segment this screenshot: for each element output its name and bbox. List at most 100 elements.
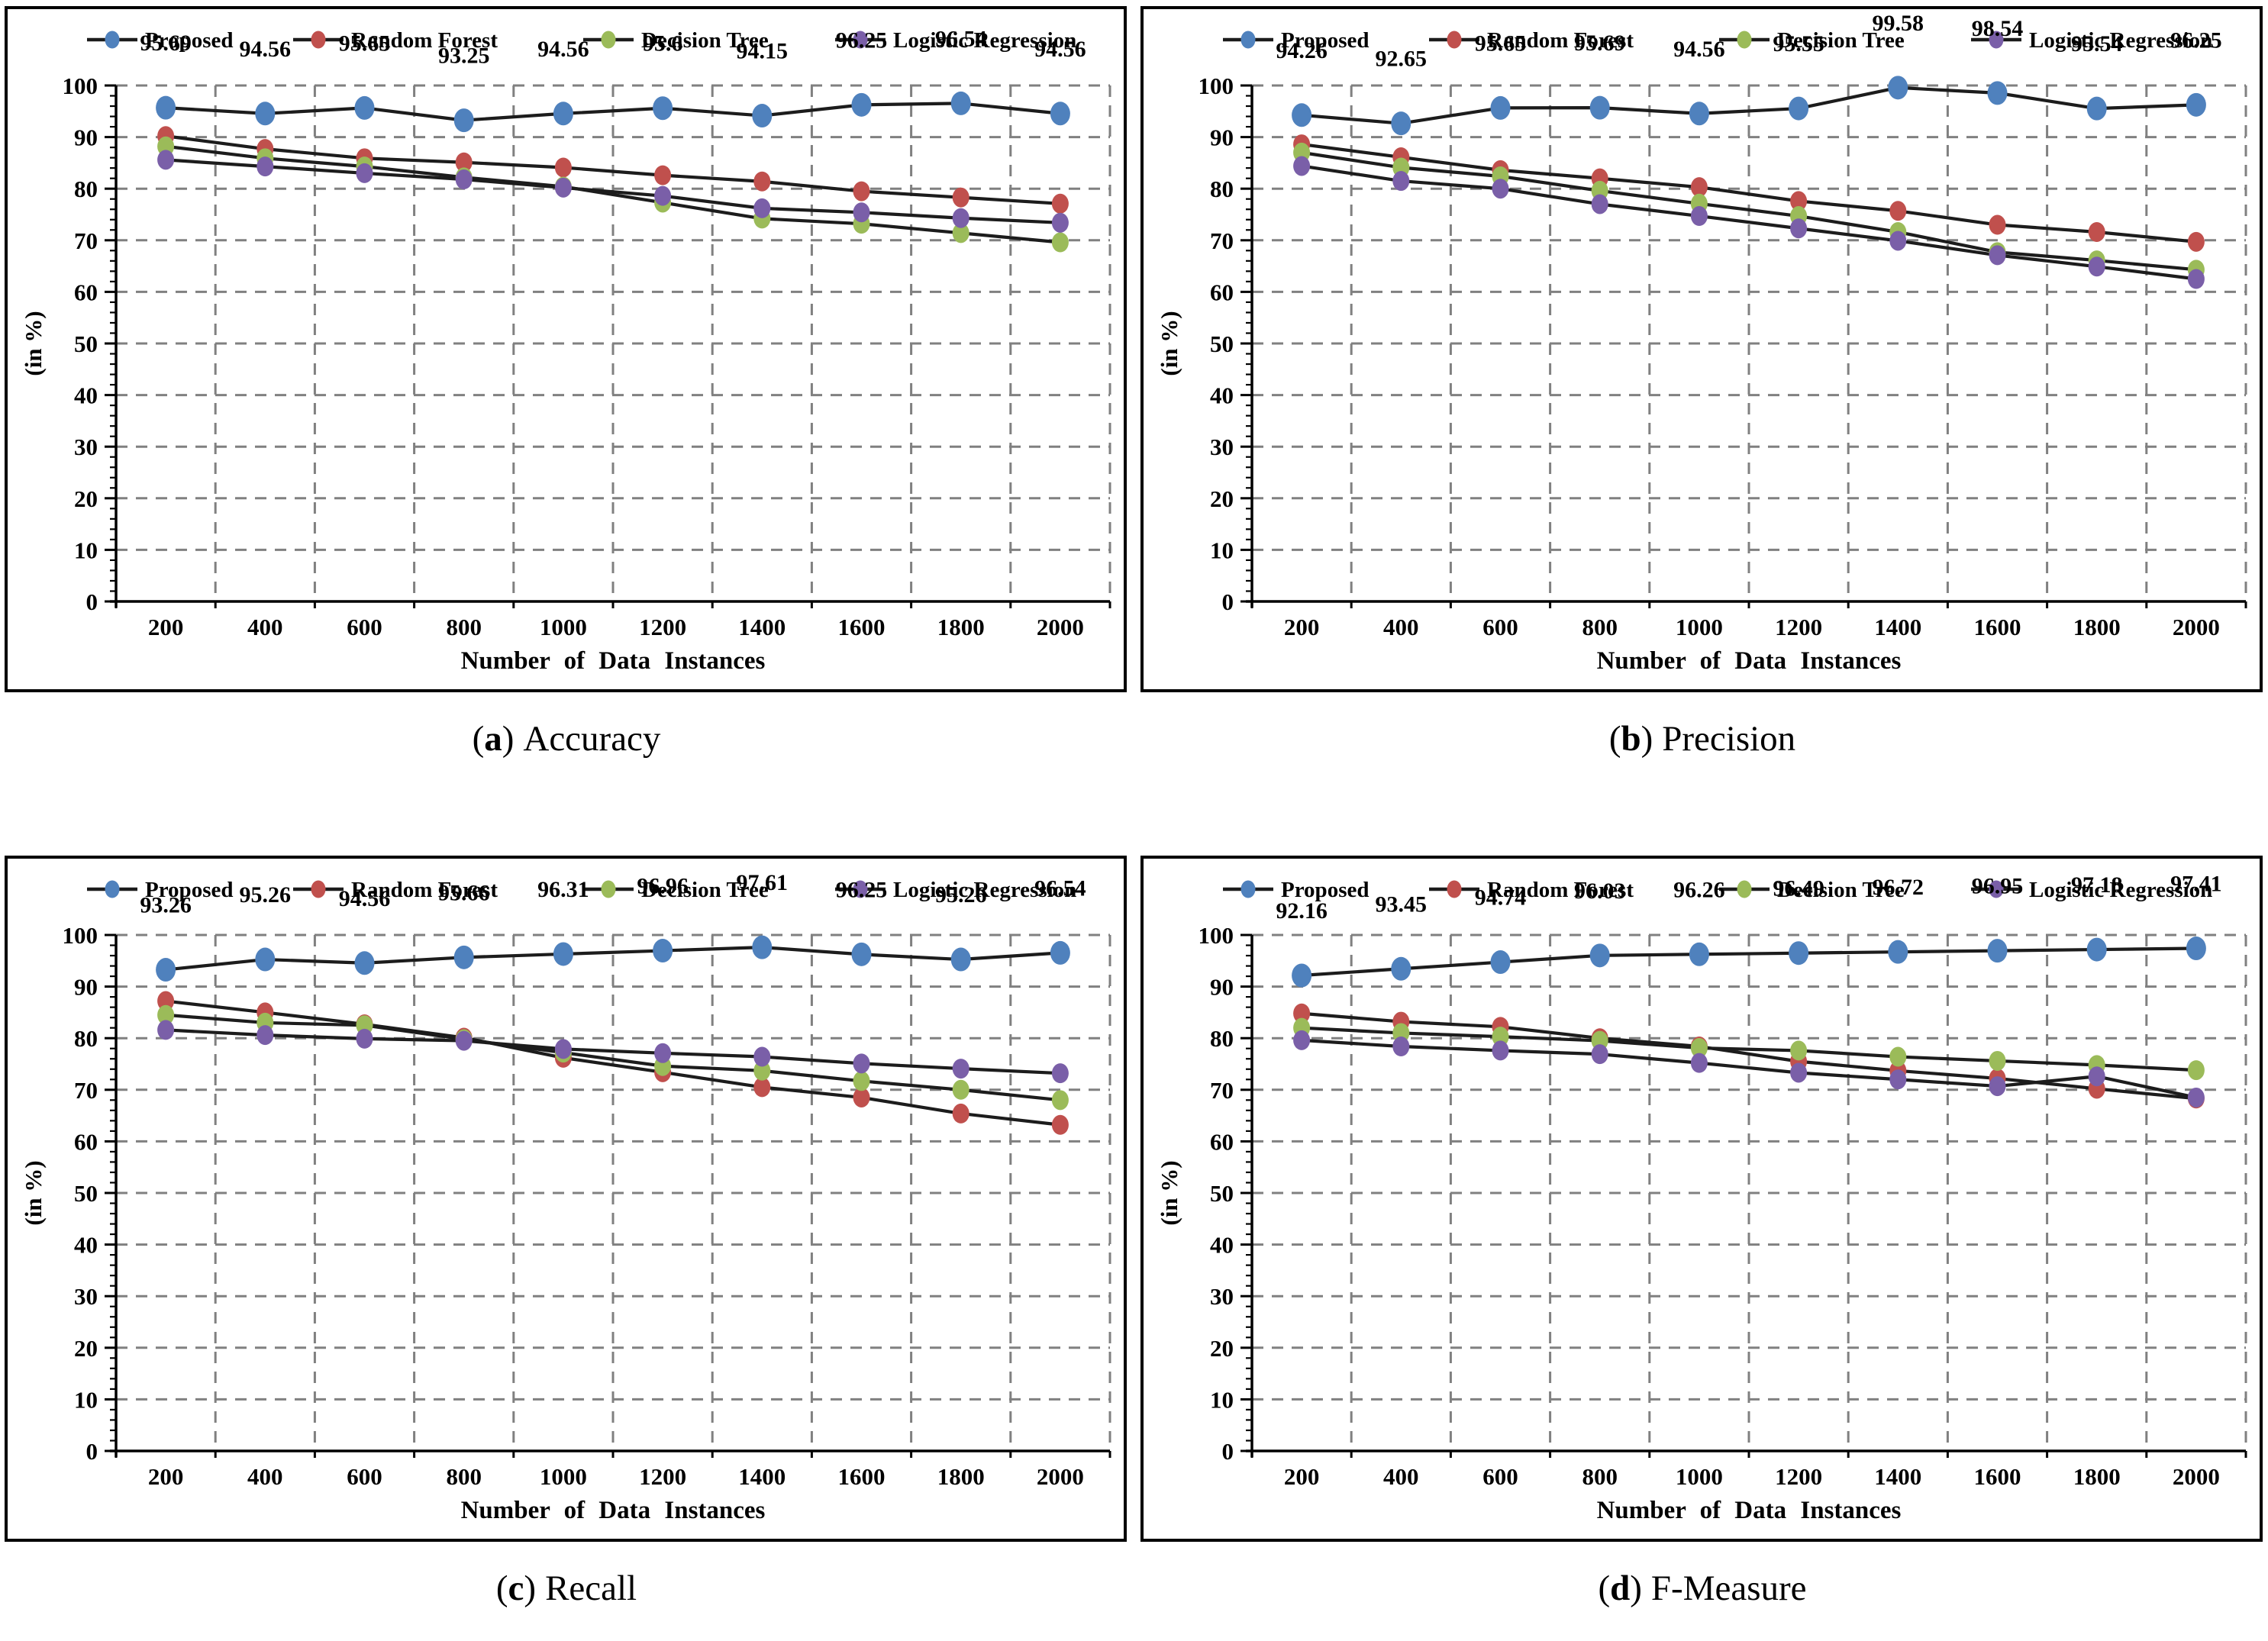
data-point-logistic-regression [455,1030,473,1051]
data-label: 95.69 [1574,31,1626,56]
caption-paren-open: ( [1598,1568,1611,1608]
legend-item-proposed: Proposed [1223,878,1369,902]
y-tick-label: 70 [74,1077,98,1104]
data-point-logistic-regression [1690,206,1708,227]
data-point-logistic-regression [1293,156,1311,176]
data-point-logistic-regression [1392,171,1410,192]
legend-item-decision-tree: Decision Tree [1719,28,1905,53]
x-tick-label: 1600 [1974,614,2021,640]
y-tick-label: 0 [1222,588,1234,615]
legend-label: Decision Tree [641,878,769,902]
data-label: 99.58 [1873,11,1924,36]
f-measure-chart-cell: 0 10 20 30 40 50 60 70 80 90 100 200 400 600 800 1000 12… [1137,850,2267,1609]
legend-label: Decision Tree [1777,28,1905,53]
data-point-random-forest [455,152,473,172]
x-tick-label: 800 [446,1463,482,1490]
x-tick-label: 1200 [639,1463,686,1490]
data-point-proposed [1292,103,1312,127]
legend-item-decision-tree: Decision Tree [583,28,769,53]
data-point-logistic-regression [157,150,175,170]
legend-item-random-forest: Random Forest [1429,28,1634,53]
data-point-proposed [851,942,872,966]
data-point-logistic-regression [1392,1037,1410,1057]
data-point-decision-tree [1889,1046,1907,1067]
data-point-logistic-regression [1989,1076,2006,1097]
y-tick-label: 70 [1210,1077,1234,1104]
data-point-random-forest [2088,221,2105,242]
legend-marker-icon [1989,31,2004,49]
data-point-logistic-regression [1051,212,1069,233]
data-point-proposed [1689,942,1709,966]
series-line-decision-tree [1301,150,2197,272]
data-point-logistic-regression [1889,231,1907,251]
data-point-proposed [1050,940,1070,965]
data-point-proposed [2186,937,2206,961]
data-label: 94.56 [537,37,589,62]
x-tick-label: 1200 [1775,1463,1822,1490]
x-tick-label: 200 [1284,614,1320,640]
data-point-random-forest [1989,214,2006,235]
data-label: 94.15 [737,39,789,64]
data-point-logistic-regression [1492,1040,1509,1061]
y-tick-label: 100 [63,922,98,949]
legend-marker-icon [1240,31,1256,49]
y-tick-label: 40 [74,1232,98,1259]
series-line-logistic-regression [165,158,1060,224]
y-tick-label: 10 [1210,1386,1234,1413]
legend-label: Proposed [1281,28,1369,53]
data-point-logistic-regression [853,202,870,223]
legend-label: Proposed [1281,878,1369,902]
accuracy-chart-cell: 0 10 20 30 40 50 60 70 80 90 100 200 400 600 800 1000 12… [2,0,1131,759]
data-label: 96.54 [935,26,987,51]
data-label: 94.56 [1034,37,1086,62]
y-tick-label: 80 [74,1025,98,1052]
legend-marker-icon [1240,880,1256,898]
series-line-decision-tree [165,144,1061,244]
data-point-logistic-regression [1591,1044,1608,1065]
y-tick-label: 90 [1210,974,1234,1001]
legend-label: Random Forest [351,28,498,53]
caption-paren-open: ( [1608,719,1621,759]
y-tick-label: 50 [74,1180,98,1207]
legend-marker-icon [311,31,326,49]
y-tick-label: 80 [1210,176,1234,202]
recall-chart-cell: 0 10 20 30 40 50 60 70 80 90 100 200 400 600 800 1000 12… [2,850,1131,1609]
data-point-proposed [1292,963,1312,988]
data-point-random-forest [654,165,672,185]
data-point-logistic-regression [1790,1062,1808,1083]
data-point-decision-tree [157,1004,175,1025]
recall-caption: (c) Recall [2,1568,1131,1609]
y-tick-label: 30 [74,434,98,460]
x-tick-label: 1800 [937,614,985,640]
legend-label: Random Forest [1487,878,1634,902]
data-point-decision-tree [952,223,969,243]
series-line-proposed [165,102,1061,122]
data-label: 94.56 [240,37,292,62]
data-point-proposed [1789,941,1809,966]
y-tick-label: 40 [1210,382,1234,409]
x-tick-label: 400 [247,614,283,640]
recall-line-chart: 0 10 20 30 40 50 60 70 80 90 100 200 400 600 800 1000 12… [2,850,1131,1548]
legend-label: Logistic Regression [2029,878,2212,902]
x-tick-label: 2000 [2173,1463,2220,1490]
data-point-logistic-regression [753,198,771,218]
data-point-logistic-regression [1889,1069,1907,1090]
caption-letter: b [1621,719,1641,759]
x-tick-label: 2000 [2173,614,2220,640]
data-point-proposed [1391,956,1411,981]
data-point-proposed [453,945,474,969]
data-label: 95.55 [1773,31,1824,56]
series-line-proposed [165,946,1061,972]
data-point-logistic-regression [256,156,274,177]
data-point-logistic-regression [654,1043,672,1063]
legend-item-logistic-regression: Logistic Regression [835,28,1076,53]
y-tick-label: 90 [74,124,98,151]
data-point-logistic-regression [952,1059,969,1079]
caption-letter: c [508,1568,524,1608]
series-line-decision-tree [165,1013,1061,1102]
data-label: 95.69 [140,31,192,56]
legend-marker-icon [1447,880,1462,898]
data-point-proposed [1589,95,1610,120]
legend-item-random-forest: Random Forest [293,28,498,53]
